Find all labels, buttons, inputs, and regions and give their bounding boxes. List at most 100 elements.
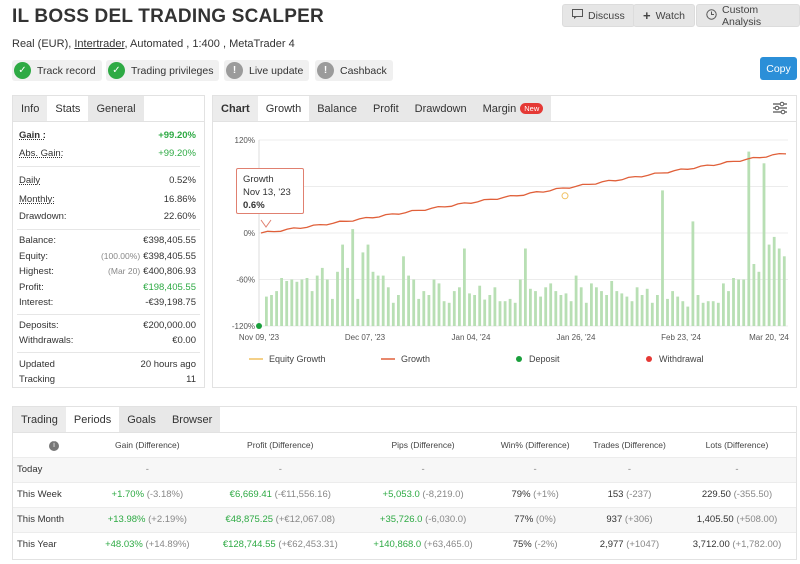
cell-pips: - bbox=[421, 464, 425, 475]
cell-pips-diff: (+63,465.0) bbox=[423, 539, 473, 551]
chart-bar bbox=[782, 256, 786, 327]
info-icon[interactable]: i bbox=[13, 433, 91, 457]
chart-bar bbox=[498, 301, 502, 326]
stat-label: Withdrawals: bbox=[19, 335, 74, 346]
tab-growth[interactable]: Growth bbox=[257, 96, 310, 121]
tab-margin[interactable]: Margin New bbox=[474, 96, 552, 121]
stat-value: +99.20% bbox=[158, 148, 196, 159]
chart-bar bbox=[732, 278, 735, 326]
cell-trades: 153 bbox=[607, 489, 624, 500]
chart-bar bbox=[590, 283, 593, 326]
chart-bar bbox=[691, 221, 695, 326]
chart-bar bbox=[320, 267, 324, 326]
chart-bar bbox=[305, 278, 309, 326]
tab-balance[interactable]: Balance bbox=[309, 96, 365, 121]
legend-growth[interactable]: Growth bbox=[381, 354, 430, 364]
stat-drawdown: Drawdown: 22.60% bbox=[19, 209, 196, 224]
table-row: This Week +1.70% (-3.18%) €6,669.41 (-€1… bbox=[13, 481, 796, 507]
cell-profit-diff: (+€62,453.31) bbox=[278, 539, 338, 551]
stat-label[interactable]: Monthly: bbox=[19, 194, 55, 205]
badge-trading-privileges: ✓ Trading privileges bbox=[106, 60, 220, 81]
stat-label: Balance: bbox=[19, 235, 56, 246]
tab-general[interactable]: General bbox=[88, 96, 144, 121]
stat-deposits: Deposits: €200,000.00 bbox=[19, 318, 196, 333]
chart-bar bbox=[554, 291, 558, 326]
tab-info[interactable]: Info bbox=[13, 96, 48, 121]
chart-bar bbox=[275, 291, 278, 326]
cell-trades-diff: (-237) bbox=[626, 489, 652, 500]
cell-win-diff: (+1%) bbox=[533, 489, 559, 500]
legend-label: Deposit bbox=[529, 354, 560, 364]
tab-trading[interactable]: Trading bbox=[13, 407, 66, 432]
exclamation-icon: ! bbox=[317, 62, 334, 79]
tab-profit[interactable]: Profit bbox=[364, 96, 407, 121]
tab-chart[interactable]: Chart bbox=[213, 96, 258, 121]
account-details: , Automated , 1:400 , MetaTrader 4 bbox=[124, 38, 295, 50]
info-tabs: Info Stats General bbox=[13, 96, 204, 122]
chart-bar bbox=[290, 279, 294, 326]
chart-bar bbox=[503, 301, 507, 326]
chart-bar bbox=[737, 279, 740, 326]
stat-label[interactable]: Abs. Gain: bbox=[19, 148, 64, 159]
settings-sliders-icon[interactable] bbox=[772, 101, 788, 120]
chart-bar bbox=[544, 287, 548, 327]
custom-analysis-button[interactable]: Custom Analysis bbox=[696, 3, 800, 28]
chart-bar bbox=[473, 295, 476, 326]
chart-bar bbox=[539, 296, 542, 326]
cell-win: 77% bbox=[514, 514, 534, 525]
watch-label: Watch bbox=[655, 9, 685, 22]
custom-analysis-label: Custom Analysis bbox=[722, 3, 762, 28]
stat-daily: Daily 0.52% bbox=[19, 173, 196, 188]
chart-bar bbox=[600, 291, 603, 326]
clock-icon bbox=[706, 8, 717, 23]
copy-button[interactable]: Copy bbox=[760, 57, 797, 80]
tab-goals[interactable]: Goals bbox=[119, 407, 164, 432]
cell-lots-diff: (+508.00) bbox=[736, 514, 778, 525]
chart-bar bbox=[650, 302, 654, 327]
legend-deposit[interactable]: Deposit bbox=[515, 354, 560, 364]
chart-bar bbox=[427, 295, 431, 326]
chart-bar bbox=[280, 278, 283, 326]
chart-bar bbox=[412, 279, 416, 326]
legend-equity-growth[interactable]: Equity Growth bbox=[249, 354, 326, 364]
chart-bar bbox=[432, 279, 436, 326]
cell-gain-diff: (+14.89%) bbox=[145, 539, 190, 551]
y-tick-label: 120% bbox=[235, 136, 255, 145]
x-axis-labels: Nov 09, '23 Dec 07, '23 Jan 04, '24 Jan 26,… bbox=[239, 333, 790, 342]
tab-drawdown[interactable]: Drawdown bbox=[406, 96, 475, 121]
chart-tabs: Chart Growth Balance Profit Drawdown Mar… bbox=[213, 96, 796, 122]
chart-bar bbox=[706, 301, 710, 326]
chart-bar bbox=[757, 271, 761, 327]
chart-bar bbox=[777, 248, 781, 326]
stat-label: Updated bbox=[19, 359, 55, 370]
chart-bar bbox=[483, 299, 487, 326]
stat-label: Profit: bbox=[19, 282, 44, 293]
x-tick-label: Mar 20, '24 bbox=[749, 333, 789, 342]
tab-periods[interactable]: Periods bbox=[65, 407, 120, 432]
cell-gain-diff: (+2.19%) bbox=[148, 514, 187, 525]
cell-profit: €48,875.25 bbox=[225, 514, 274, 525]
divider bbox=[17, 314, 200, 315]
stat-label: Highest: bbox=[19, 266, 54, 277]
stat-abs-gain: Abs. Gain: +99.20% bbox=[19, 146, 196, 161]
chart-bar bbox=[747, 151, 751, 326]
tab-stats[interactable]: Stats bbox=[47, 96, 89, 121]
cell-pips: +5,053.0 bbox=[382, 489, 420, 500]
chart-bar bbox=[701, 302, 705, 327]
stat-label: Deposits: bbox=[19, 320, 59, 331]
badge-cashback: ! Cashback bbox=[315, 60, 393, 81]
stat-label[interactable]: Gain : bbox=[19, 130, 46, 141]
legend-withdrawal[interactable]: Withdrawal bbox=[645, 354, 704, 364]
chart-bar bbox=[666, 298, 669, 326]
broker-link[interactable]: Intertrader bbox=[74, 38, 125, 50]
cell-win: 75% bbox=[512, 539, 532, 551]
tab-browser[interactable]: Browser bbox=[163, 407, 221, 432]
discuss-button[interactable]: Discuss bbox=[562, 4, 635, 27]
x-tick-label: Jan 04, '24 bbox=[452, 333, 491, 342]
stat-label: Drawdown: bbox=[19, 211, 67, 222]
stat-label[interactable]: Daily bbox=[19, 175, 41, 186]
chart-bar bbox=[534, 291, 537, 326]
chart-bar bbox=[696, 295, 700, 326]
watch-button[interactable]: + Watch bbox=[633, 4, 695, 27]
